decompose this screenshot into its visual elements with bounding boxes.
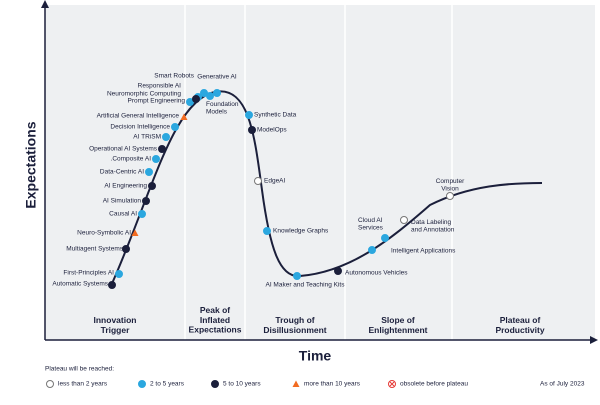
legend-symbol <box>211 380 219 388</box>
phase-label: Innovation Trigger <box>94 315 137 335</box>
technology-marker <box>206 92 214 100</box>
technology-label-line: Cloud AI <box>358 217 383 224</box>
y-arrow <box>41 0 49 8</box>
legend-symbol-cross <box>389 381 395 387</box>
technology-label: Neuro-Symbolic AI <box>77 230 131 237</box>
phase-label-line: Inflated <box>200 315 230 325</box>
legend-symbol <box>292 380 300 387</box>
technology-label: Operational AI Systems <box>89 146 158 153</box>
phase-label-line: Innovation <box>94 315 137 325</box>
technology-marker <box>192 95 200 103</box>
phase-label-line: Productivity <box>495 325 544 335</box>
technology-marker <box>162 133 170 141</box>
technology-marker <box>400 216 408 224</box>
technology-label: Smart Robots <box>154 73 194 80</box>
technology-label: Foundation Models <box>206 101 239 115</box>
technology-label: Autonomous Vehicles <box>345 270 408 277</box>
technology-label: .Composite AI <box>111 156 152 163</box>
as-of: As of July 2023 <box>540 381 585 388</box>
technology-marker <box>115 270 123 278</box>
technology-label: ModelOps <box>257 127 287 134</box>
technology-marker <box>158 145 166 153</box>
phase-label-line: Trough of <box>275 315 314 325</box>
phase-dividers <box>184 5 453 340</box>
technology-label: AI Engineering <box>104 183 147 190</box>
technology-marker <box>142 197 150 205</box>
technology-label-line: Computer <box>436 178 465 185</box>
technology-label-line: Models <box>206 108 228 115</box>
legend-label: 5 to 10 years <box>223 381 261 388</box>
legend-label: more than 10 years <box>304 381 361 388</box>
technology-label: Prompt Engineering <box>128 98 186 105</box>
x-axis-label: Time <box>299 348 332 364</box>
phase-label: Peak of Inflated Expectations <box>189 305 242 335</box>
phase-label: Slope of Enlightenment <box>368 315 427 335</box>
technology-label: Decision Intelligence <box>110 124 170 131</box>
technology-label-line: Services <box>358 224 384 231</box>
legend-label: 2 to 5 years <box>150 381 185 388</box>
technology-label-line: Foundation <box>206 101 239 108</box>
technology-marker <box>293 272 301 280</box>
technology-label-line: and Annotation <box>411 226 455 233</box>
plot-area <box>45 5 595 340</box>
phase-label-line: Slope of <box>381 315 415 325</box>
phase-label: Trough of Disillusionment <box>263 315 326 335</box>
phase-label-line: Peak of <box>200 305 230 315</box>
technology-marker <box>152 155 160 163</box>
technology-label: AI Simulation <box>103 198 142 205</box>
technology-marker <box>180 113 188 120</box>
technology-label: AI Maker and Teaching Kits <box>265 282 345 289</box>
technology-label: EdgeAI <box>264 178 286 185</box>
technology-marker <box>381 234 389 242</box>
technology-marker <box>368 246 376 254</box>
technology-marker <box>254 177 262 185</box>
technology-marker <box>108 281 116 289</box>
technology-label: Causal AI <box>109 211 137 218</box>
technology-label: Artificial General Intelligence <box>97 113 180 120</box>
technology-label: Data-Centric AI <box>100 169 144 176</box>
phase-label-line: Plateau of <box>500 315 541 325</box>
technology-marker <box>446 192 454 200</box>
phase-label: Plateau of Productivity <box>495 315 544 335</box>
technology-label: Automatic Systems <box>52 281 108 288</box>
technology-marker <box>138 210 146 218</box>
technology-label: Responsible AI <box>138 83 182 90</box>
technology-marker <box>145 168 153 176</box>
technology-marker <box>171 123 179 131</box>
technology-label: Generative AI <box>197 74 237 81</box>
legend-label: obsolete before plateau <box>400 381 468 388</box>
technology-label: Intelligent Applications <box>391 248 456 255</box>
technology-marker <box>148 182 156 190</box>
phase-label-line: Trigger <box>101 325 131 335</box>
technology-marker <box>334 267 342 275</box>
legend-title: Plateau will be reached: <box>45 366 114 373</box>
technology-marker <box>213 89 221 97</box>
hype-curve <box>109 90 543 289</box>
technology-marker <box>122 245 130 253</box>
y-axis-label: Expectations <box>23 121 39 208</box>
technology-label: Neuromorphic Computing <box>107 91 181 98</box>
x-arrow <box>590 336 598 344</box>
technology-marker <box>131 229 139 236</box>
technology-label: Multiagent Systems <box>66 246 123 253</box>
legend-symbol <box>46 380 54 388</box>
technology-label: Computer Vision <box>436 178 465 192</box>
phase-label-line: Enlightenment <box>368 325 427 335</box>
technology-marker <box>248 126 256 134</box>
technology-label: First-Principles AI <box>63 270 114 277</box>
technology-label: Data Labeling and Annotation <box>411 219 455 233</box>
technology-label: AI TRiSM <box>133 134 161 141</box>
phase-label-line: Expectations <box>189 325 242 335</box>
technology-label: Synthetic Data <box>254 112 297 119</box>
technology-marker <box>245 111 253 119</box>
technology-marker <box>263 227 271 235</box>
technology-label-line: Vision <box>441 185 459 192</box>
technology-label: Knowledge Graphs <box>273 228 329 235</box>
legend-symbol <box>138 380 146 388</box>
phase-label-line: Disillusionment <box>263 325 326 335</box>
technology-label: Cloud AI Services <box>358 217 384 231</box>
technology-label-line: Data Labeling <box>411 219 451 226</box>
legend-label: less than 2 years <box>58 381 108 388</box>
